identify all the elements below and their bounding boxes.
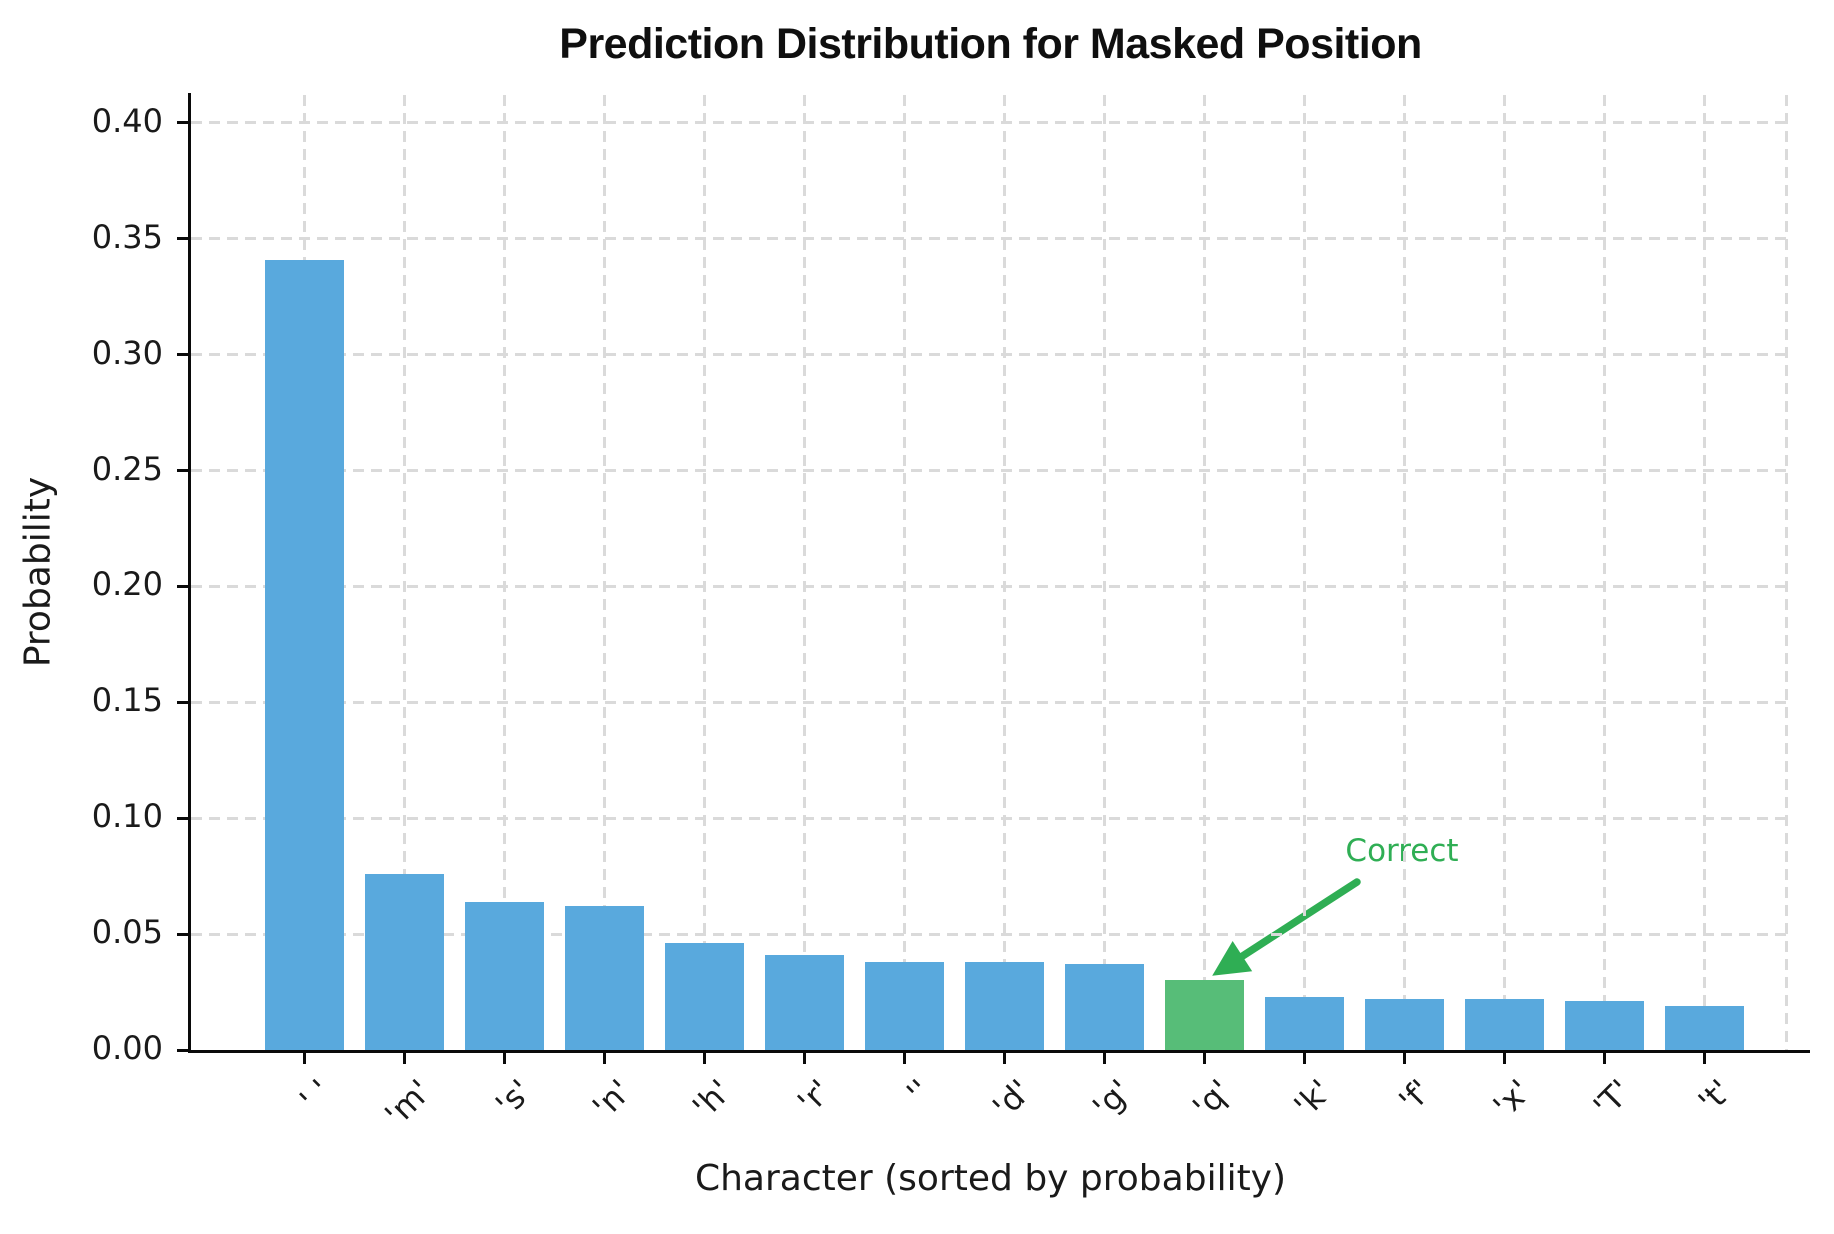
x-tick-mark	[402, 1050, 406, 1064]
x-tick-label: 'x'	[1486, 1072, 1539, 1125]
correct-annotation-arrow-icon	[1212, 878, 1361, 976]
y-tick-mark	[177, 584, 191, 588]
y-gridline	[191, 816, 1790, 820]
x-tick-label: 'k'	[1286, 1072, 1339, 1125]
y-gridline	[191, 584, 1790, 588]
x-tick-label: 'r'	[790, 1072, 839, 1121]
bar	[1564, 1001, 1644, 1050]
x-tick-label: 'd'	[985, 1072, 1039, 1126]
y-tick-label: 0.40	[91, 101, 163, 140]
y-tick-label: 0.15	[91, 681, 163, 720]
bar	[664, 943, 744, 1050]
x-tick-mark	[602, 1050, 606, 1064]
x-tick-mark	[1202, 1050, 1206, 1064]
x-gridline	[1202, 95, 1206, 1050]
x-tick-mark	[1002, 1050, 1006, 1064]
x-gridline	[1502, 95, 1506, 1050]
x-tick-mark	[702, 1050, 706, 1064]
x-tick-mark	[902, 1050, 906, 1064]
x-tick-mark	[802, 1050, 806, 1064]
bar	[1064, 964, 1144, 1050]
x-gridline	[1302, 95, 1306, 1050]
x-gridline	[1702, 95, 1706, 1050]
x-axis-label: Character (sorted by probability)	[694, 1158, 1287, 1199]
y-tick-mark	[177, 469, 191, 472]
bar	[1664, 1005, 1744, 1050]
correct-annotation-label: Correct	[1345, 833, 1458, 869]
y-gridline	[191, 121, 1790, 125]
x-tick-label: 'n'	[585, 1072, 639, 1126]
x-tick-label: ' '	[292, 1072, 339, 1119]
x-gridline	[1002, 95, 1006, 1050]
y-tick-label: 0.25	[91, 449, 163, 488]
x-tick-mark	[302, 1050, 306, 1064]
x-gridline	[502, 95, 506, 1050]
x-tick-mark	[1602, 1050, 1606, 1064]
x-gridline-right-edge	[1785, 95, 1788, 1050]
x-tick-label: 'T'	[1585, 1072, 1639, 1126]
x-tick-mark	[1102, 1050, 1106, 1064]
y-axis-spine	[188, 93, 191, 1053]
x-gridline	[1402, 95, 1406, 1050]
y-tick-mark	[177, 1048, 191, 1052]
x-gridline	[702, 95, 706, 1050]
x-tick-mark	[1502, 1050, 1506, 1064]
y-tick-mark	[177, 816, 191, 820]
x-gridline	[902, 95, 906, 1050]
x-gridline	[1602, 95, 1606, 1050]
y-tick-label: 0.05	[91, 913, 163, 952]
y-gridline	[191, 469, 1790, 472]
x-tick-label: 'h'	[685, 1072, 739, 1126]
x-gridline	[602, 95, 606, 1050]
x-tick-label: 's'	[487, 1072, 539, 1124]
x-tick-label: 't'	[1690, 1072, 1739, 1121]
x-tick-mark	[1402, 1050, 1406, 1064]
x-tick-label: 'f'	[1391, 1072, 1439, 1120]
x-tick-label: 'q'	[1185, 1072, 1239, 1126]
bar	[264, 259, 344, 1050]
y-tick-label: 0.35	[91, 217, 163, 256]
bar	[1464, 999, 1544, 1050]
y-tick-label: 0.10	[91, 797, 163, 836]
x-tick-mark	[1702, 1050, 1706, 1064]
bar	[1264, 996, 1344, 1050]
y-tick-label: 0.30	[91, 333, 163, 372]
y-tick-mark	[177, 121, 191, 125]
y-tick-mark	[177, 932, 191, 936]
y-gridline	[191, 353, 1790, 357]
bar	[964, 961, 1044, 1050]
x-gridline	[402, 95, 406, 1050]
x-gridline	[1102, 95, 1106, 1050]
y-tick-mark	[177, 237, 191, 241]
bar	[1364, 999, 1444, 1050]
bar-correct	[1164, 980, 1244, 1050]
x-tick-label: 'm'	[377, 1072, 439, 1134]
x-tick-label: ''	[899, 1072, 939, 1112]
y-gridline	[191, 932, 1790, 936]
y-gridline	[191, 237, 1790, 241]
x-tick-mark	[502, 1050, 506, 1064]
x-gridline	[802, 95, 806, 1050]
y-tick-mark	[177, 353, 191, 357]
bar	[564, 906, 644, 1050]
y-tick-mark	[177, 700, 191, 704]
x-tick-label: 'g'	[1085, 1072, 1139, 1126]
x-axis-spine	[188, 1050, 1810, 1053]
y-gridline	[191, 700, 1790, 704]
chart-title: Prediction Distribution for Masked Posit…	[559, 20, 1422, 68]
y-tick-label: 0.20	[91, 565, 163, 604]
x-tick-mark	[1302, 1050, 1306, 1064]
y-tick-label: 0.00	[91, 1029, 163, 1067]
bar	[364, 873, 444, 1050]
bar	[764, 954, 844, 1050]
bar	[464, 901, 544, 1050]
bar	[864, 961, 944, 1050]
